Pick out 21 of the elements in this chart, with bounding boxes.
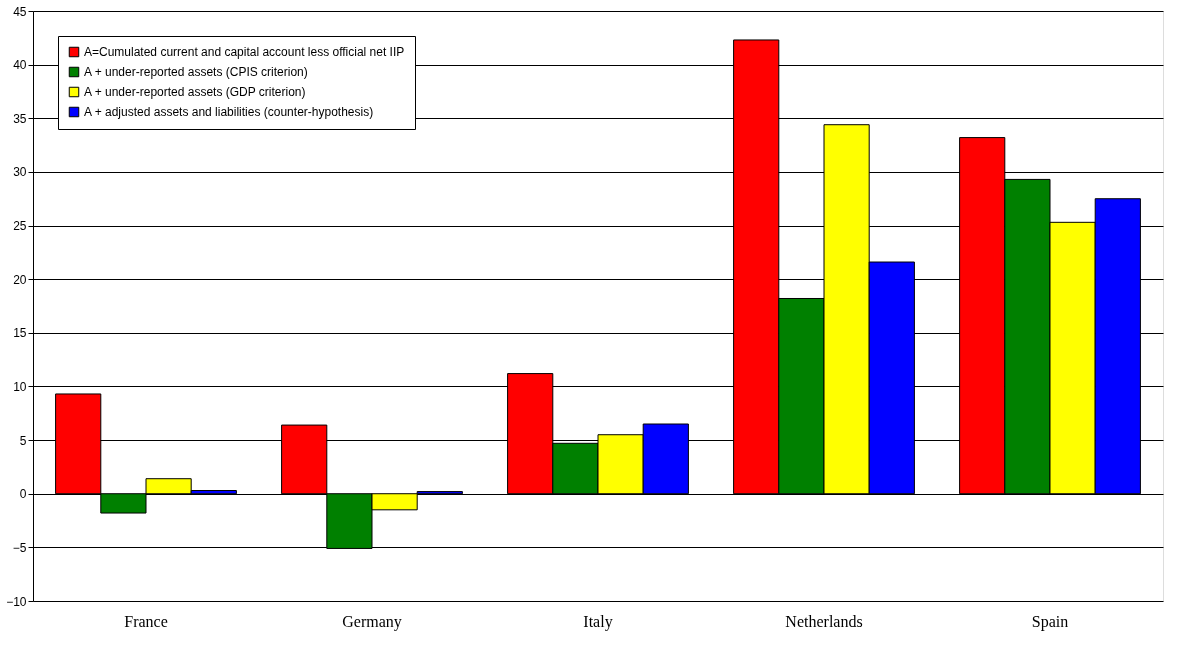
legend-label: A + under-reported assets (CPIS criterion) bbox=[84, 65, 308, 79]
y-tick-label: −5 bbox=[12, 540, 27, 555]
y-tick-label: 15 bbox=[13, 326, 27, 341]
y-tick-label: 40 bbox=[13, 58, 27, 73]
y-tick-label: 30 bbox=[13, 165, 27, 180]
legend-label: A=Cumulated current and capital account less official net IIP bbox=[84, 45, 405, 59]
x-tick-label: Italy bbox=[583, 612, 613, 631]
y-tick-label: 0 bbox=[19, 487, 27, 502]
x-tick-label: Germany bbox=[342, 612, 402, 631]
x-tick-label: France bbox=[124, 612, 168, 630]
y-tick-label: 25 bbox=[13, 219, 27, 234]
y-tick-label: 45 bbox=[13, 4, 27, 19]
legend-label: A + under-reported assets (GDP criterion) bbox=[84, 85, 306, 99]
x-tick-label: Netherlands bbox=[785, 612, 863, 630]
y-tick-label: −10 bbox=[6, 594, 27, 609]
legend-label: A + adjusted assets and liabilities (counter-hypothesis) bbox=[84, 105, 374, 119]
y-tick-label: 5 bbox=[19, 433, 27, 448]
y-tick-label: 20 bbox=[13, 272, 27, 287]
x-tick-label: Spain bbox=[1031, 612, 1069, 631]
y-tick-label: 35 bbox=[13, 111, 27, 126]
y-tick-label: 10 bbox=[13, 379, 27, 394]
